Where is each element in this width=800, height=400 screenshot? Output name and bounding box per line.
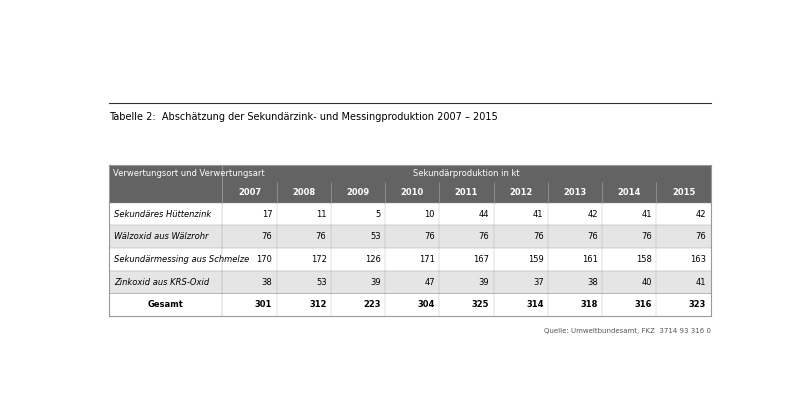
- Text: 312: 312: [309, 300, 326, 309]
- Text: 304: 304: [418, 300, 435, 309]
- Text: 53: 53: [370, 232, 381, 241]
- Text: 41: 41: [533, 210, 543, 218]
- Text: 76: 76: [587, 232, 598, 241]
- Text: 37: 37: [533, 278, 543, 286]
- Text: 53: 53: [316, 278, 326, 286]
- Text: 76: 76: [696, 232, 706, 241]
- Bar: [110, 293, 710, 316]
- Text: 76: 76: [316, 232, 326, 241]
- Text: 76: 76: [424, 232, 435, 241]
- Text: 158: 158: [636, 255, 652, 264]
- Text: Sekundärproduktion in kt: Sekundärproduktion in kt: [414, 169, 520, 178]
- Text: 2008: 2008: [292, 188, 315, 197]
- Text: Gesamt: Gesamt: [148, 300, 184, 309]
- Text: 42: 42: [696, 210, 706, 218]
- Text: 76: 76: [533, 232, 543, 241]
- Text: Sekundärmessing aus Schmelze: Sekundärmessing aus Schmelze: [114, 255, 249, 264]
- Text: 2010: 2010: [401, 188, 424, 197]
- Text: 2007: 2007: [238, 188, 261, 197]
- Text: 2014: 2014: [618, 188, 641, 197]
- Text: 223: 223: [363, 300, 381, 309]
- Text: Zinkoxid aus KRS-Oxid: Zinkoxid aus KRS-Oxid: [114, 278, 209, 286]
- Text: 301: 301: [255, 300, 272, 309]
- Text: Tabelle 2:  Abschätzung der Sekundärzink- und Messingproduktion 2007 – 2015: Tabelle 2: Abschätzung der Sekundärzink-…: [110, 112, 498, 122]
- Text: 163: 163: [690, 255, 706, 264]
- Text: 76: 76: [478, 232, 490, 241]
- Text: 2013: 2013: [563, 188, 586, 197]
- Text: 172: 172: [310, 255, 326, 264]
- Text: 47: 47: [425, 278, 435, 286]
- Text: 38: 38: [587, 278, 598, 286]
- Text: 2009: 2009: [346, 188, 370, 197]
- Text: 323: 323: [689, 300, 706, 309]
- Text: 38: 38: [262, 278, 272, 286]
- Text: 41: 41: [642, 210, 652, 218]
- Text: 2012: 2012: [509, 188, 533, 197]
- Text: 41: 41: [696, 278, 706, 286]
- Text: 42: 42: [587, 210, 598, 218]
- Text: 17: 17: [262, 210, 272, 218]
- Text: 2011: 2011: [455, 188, 478, 197]
- Bar: [110, 271, 710, 293]
- Text: 76: 76: [642, 232, 652, 241]
- Text: 44: 44: [479, 210, 490, 218]
- Text: 170: 170: [257, 255, 272, 264]
- Text: 167: 167: [474, 255, 490, 264]
- Text: Wälzoxid aus Wälzrohr: Wälzoxid aus Wälzrohr: [114, 232, 208, 241]
- Text: 76: 76: [262, 232, 272, 241]
- Bar: [110, 203, 710, 226]
- Text: Sekundäres Hüttenzink: Sekundäres Hüttenzink: [114, 210, 211, 218]
- Text: 10: 10: [425, 210, 435, 218]
- Text: 316: 316: [634, 300, 652, 309]
- Text: 39: 39: [370, 278, 381, 286]
- Text: 159: 159: [528, 255, 543, 264]
- Bar: [110, 248, 710, 271]
- Text: 318: 318: [581, 300, 598, 309]
- Text: 161: 161: [582, 255, 598, 264]
- Text: 39: 39: [478, 278, 490, 286]
- Text: 126: 126: [365, 255, 381, 264]
- Text: 314: 314: [526, 300, 543, 309]
- Text: 2015: 2015: [672, 188, 695, 197]
- Text: 171: 171: [419, 255, 435, 264]
- Bar: [110, 182, 710, 203]
- Bar: [110, 165, 710, 182]
- Bar: [110, 226, 710, 248]
- Text: 5: 5: [375, 210, 381, 218]
- Text: 40: 40: [642, 278, 652, 286]
- Text: 325: 325: [472, 300, 490, 309]
- Text: Quelle: Umweltbundesamt, FKZ  3714 93 316 0: Quelle: Umweltbundesamt, FKZ 3714 93 316…: [544, 328, 710, 334]
- Text: 11: 11: [316, 210, 326, 218]
- Text: Verwertungsort und Verwertungsart: Verwertungsort und Verwertungsart: [113, 169, 264, 178]
